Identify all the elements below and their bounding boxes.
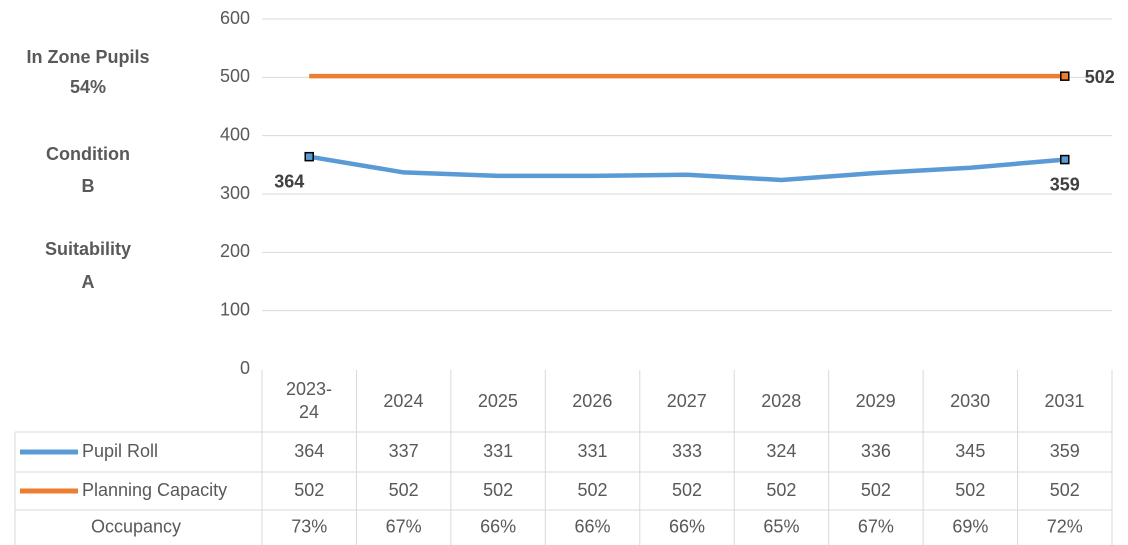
table-value: 502 xyxy=(766,480,796,500)
data-label: 364 xyxy=(274,171,304,191)
point-marker xyxy=(1060,71,1070,81)
y-tick-label: 100 xyxy=(220,299,250,319)
x-tick-label: 2030 xyxy=(950,390,991,411)
table-value: 324 xyxy=(766,441,796,461)
x-tick-label: 2024 xyxy=(383,390,424,411)
side-label: In Zone Pupils xyxy=(26,47,149,67)
y-tick-label: 200 xyxy=(220,241,250,261)
table-value: 331 xyxy=(578,441,608,461)
x-tick-label-cell: 2028 xyxy=(734,372,828,430)
point-marker xyxy=(1060,154,1070,165)
side-value: 54% xyxy=(70,77,106,97)
x-tick-label: 2031 xyxy=(1044,390,1085,411)
table-value: 502 xyxy=(578,480,608,500)
table-value: 69% xyxy=(952,516,988,536)
point-marker xyxy=(304,151,314,162)
table-value: 72% xyxy=(1047,516,1083,536)
x-tick-label: 2029 xyxy=(855,390,896,411)
table-value: 67% xyxy=(386,516,422,536)
y-tick-label: 0 xyxy=(240,358,250,378)
row-label: Occupancy xyxy=(91,516,181,536)
x-tick-label: 2025 xyxy=(477,390,518,411)
data-label: 502 xyxy=(1085,67,1115,87)
x-tick-label-cell: 2030 xyxy=(923,372,1017,430)
table-value: 364 xyxy=(294,441,324,461)
table-value: 502 xyxy=(389,480,419,500)
legend-label: Pupil Roll xyxy=(82,441,158,461)
x-tick-label-cell: 2029 xyxy=(829,372,923,430)
table-value: 337 xyxy=(389,441,419,461)
side-value: B xyxy=(82,176,95,196)
table-value: 65% xyxy=(763,516,799,536)
legend-label: Planning Capacity xyxy=(82,480,227,500)
x-tick-label-cell: 2027 xyxy=(640,372,734,430)
series-line xyxy=(308,154,1065,183)
table-value: 66% xyxy=(575,516,611,536)
table-value: 333 xyxy=(672,441,702,461)
table-value: 502 xyxy=(483,480,513,500)
table-value: 502 xyxy=(1050,480,1080,500)
side-label: Suitability xyxy=(45,239,131,259)
data-label: 359 xyxy=(1050,174,1080,194)
x-tick-label: 2026 xyxy=(572,390,613,411)
x-tick-label: 2028 xyxy=(761,390,802,411)
table-value: 331 xyxy=(483,441,513,461)
table-value: 502 xyxy=(861,480,891,500)
x-tick-label: 2023-24 xyxy=(285,379,333,422)
table-value: 345 xyxy=(955,441,985,461)
table-value: 73% xyxy=(291,516,327,536)
x-tick-label-cell: 2026 xyxy=(545,372,639,430)
table-value: 502 xyxy=(294,480,324,500)
y-tick-label: 500 xyxy=(220,66,250,86)
table-value: 502 xyxy=(672,480,702,500)
y-tick-label: 600 xyxy=(220,8,250,28)
table-value: 67% xyxy=(858,516,894,536)
x-tick-label-cell: 2031 xyxy=(1018,372,1112,430)
x-tick-label: 2027 xyxy=(666,390,707,411)
side-label: Condition xyxy=(46,144,130,164)
table-value: 502 xyxy=(955,480,985,500)
x-tick-label-cell: 2024 xyxy=(356,372,450,430)
x-tick-label-cell: 2023-24 xyxy=(262,372,356,430)
y-tick-label: 300 xyxy=(220,183,250,203)
table-value: 66% xyxy=(669,516,705,536)
table-value: 359 xyxy=(1050,441,1080,461)
y-tick-label: 400 xyxy=(220,124,250,144)
table-value: 336 xyxy=(861,441,891,461)
side-value: A xyxy=(82,272,95,292)
table-value: 66% xyxy=(480,516,516,536)
x-tick-label-cell: 2025 xyxy=(451,372,545,430)
